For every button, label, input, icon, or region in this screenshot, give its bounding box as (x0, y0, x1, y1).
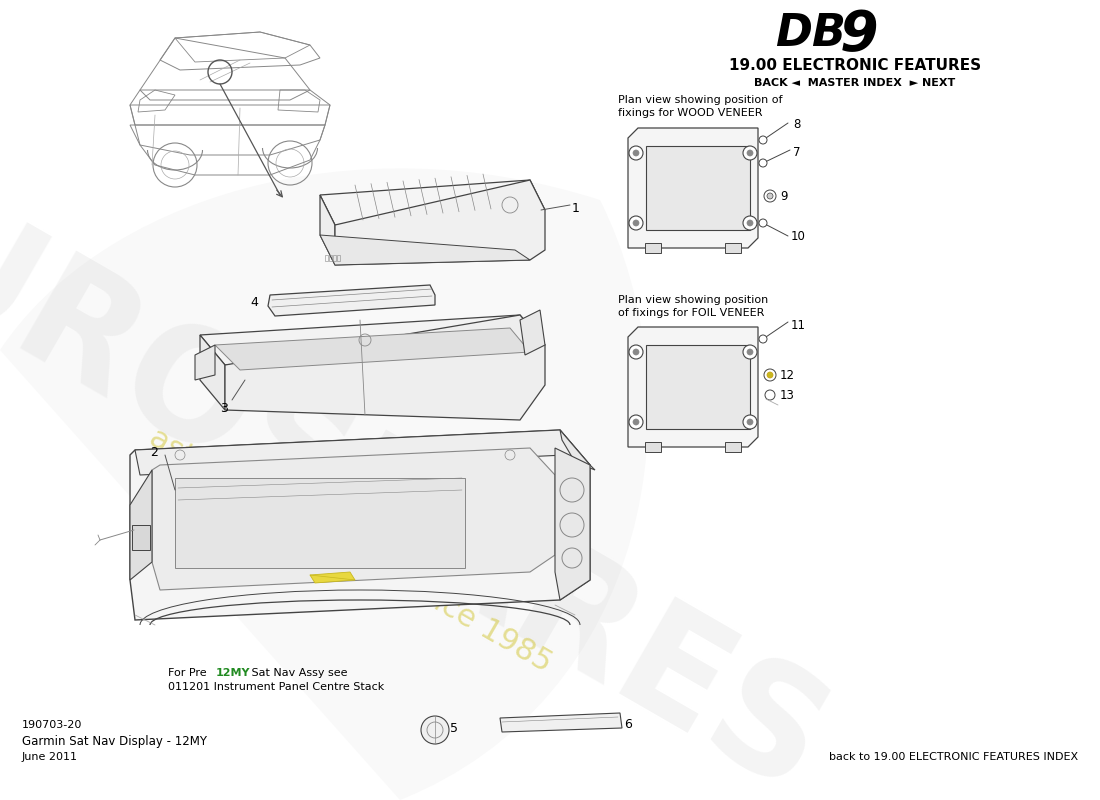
Text: fixings for WOOD VENEER: fixings for WOOD VENEER (618, 108, 762, 118)
Text: 9: 9 (840, 8, 879, 62)
Bar (324, 255, 328, 261)
Circle shape (742, 146, 757, 160)
Text: DB: DB (776, 12, 846, 55)
Bar (329, 255, 332, 261)
Bar (645, 243, 661, 253)
Circle shape (632, 220, 639, 226)
Text: 12: 12 (780, 369, 795, 382)
Bar (645, 442, 661, 452)
Bar (337, 255, 340, 261)
Text: 3: 3 (220, 402, 228, 415)
Circle shape (747, 419, 754, 425)
Circle shape (764, 369, 776, 381)
Text: 13: 13 (780, 389, 795, 402)
Circle shape (632, 419, 639, 425)
Circle shape (767, 193, 773, 199)
Polygon shape (628, 128, 758, 248)
Text: June 2011: June 2011 (22, 752, 78, 762)
Polygon shape (500, 713, 621, 732)
Polygon shape (520, 310, 544, 355)
Polygon shape (226, 315, 544, 420)
Text: Sat Nav Assy see: Sat Nav Assy see (248, 668, 348, 678)
Circle shape (759, 219, 767, 227)
Circle shape (629, 345, 644, 359)
Bar (725, 243, 741, 253)
Circle shape (767, 372, 773, 378)
Bar (725, 442, 741, 452)
Circle shape (759, 136, 767, 144)
Text: 6: 6 (624, 718, 631, 731)
Polygon shape (268, 285, 434, 316)
Circle shape (632, 349, 639, 355)
Polygon shape (214, 328, 530, 370)
Circle shape (742, 415, 757, 429)
Polygon shape (310, 572, 355, 583)
PathPatch shape (0, 169, 648, 800)
Text: 1: 1 (572, 202, 580, 215)
Polygon shape (628, 327, 758, 447)
Polygon shape (556, 448, 590, 600)
Circle shape (747, 349, 754, 355)
Circle shape (747, 150, 754, 156)
Text: 2: 2 (150, 446, 158, 458)
Text: Garmin Sat Nav Display - 12MY: Garmin Sat Nav Display - 12MY (22, 735, 207, 748)
Text: 011201 Instrument Panel Centre Stack: 011201 Instrument Panel Centre Stack (168, 682, 384, 692)
Circle shape (632, 150, 639, 156)
Bar (333, 255, 336, 261)
Text: back to 19.00 ELECTRONIC FEATURES INDEX: back to 19.00 ELECTRONIC FEATURES INDEX (829, 752, 1078, 762)
Polygon shape (152, 448, 556, 590)
Circle shape (421, 716, 449, 744)
Text: 10: 10 (791, 230, 806, 243)
Polygon shape (200, 315, 544, 365)
Text: EUROSPARES: EUROSPARES (0, 132, 848, 800)
Text: 8: 8 (793, 118, 801, 131)
Text: 9: 9 (780, 190, 788, 203)
Polygon shape (130, 470, 152, 580)
Circle shape (759, 159, 767, 167)
Bar (132, 525, 150, 550)
Text: 12MY: 12MY (216, 668, 251, 678)
Text: BACK ◄  MASTER INDEX  ► NEXT: BACK ◄ MASTER INDEX ► NEXT (755, 78, 956, 88)
Text: Plan view showing position of: Plan view showing position of (618, 95, 782, 105)
Circle shape (764, 190, 776, 202)
Polygon shape (336, 180, 544, 265)
Text: 4: 4 (250, 295, 258, 309)
Text: 19.00 ELECTRONIC FEATURES: 19.00 ELECTRONIC FEATURES (729, 58, 981, 73)
Text: aston martin parts since 1985: aston martin parts since 1985 (144, 422, 557, 678)
Circle shape (747, 220, 754, 226)
Circle shape (764, 390, 776, 400)
Text: 5: 5 (450, 722, 458, 735)
Circle shape (629, 216, 644, 230)
Polygon shape (130, 430, 590, 620)
Polygon shape (195, 345, 214, 380)
Circle shape (629, 146, 644, 160)
Text: 11: 11 (791, 319, 806, 332)
Circle shape (742, 345, 757, 359)
Polygon shape (560, 430, 595, 470)
Polygon shape (320, 180, 544, 225)
Text: 190703-20: 190703-20 (22, 720, 82, 730)
Circle shape (629, 415, 644, 429)
Bar (175, 478, 465, 568)
Text: For Pre: For Pre (168, 668, 210, 678)
Text: Plan view showing position: Plan view showing position (618, 295, 768, 305)
Circle shape (759, 335, 767, 343)
Text: of fixings for FOIL VENEER: of fixings for FOIL VENEER (618, 308, 764, 318)
Polygon shape (320, 195, 336, 265)
Polygon shape (200, 335, 225, 410)
Circle shape (742, 216, 757, 230)
Polygon shape (135, 430, 590, 475)
Text: 7: 7 (793, 146, 801, 159)
Polygon shape (646, 146, 750, 230)
Polygon shape (320, 235, 530, 265)
Polygon shape (646, 345, 750, 429)
